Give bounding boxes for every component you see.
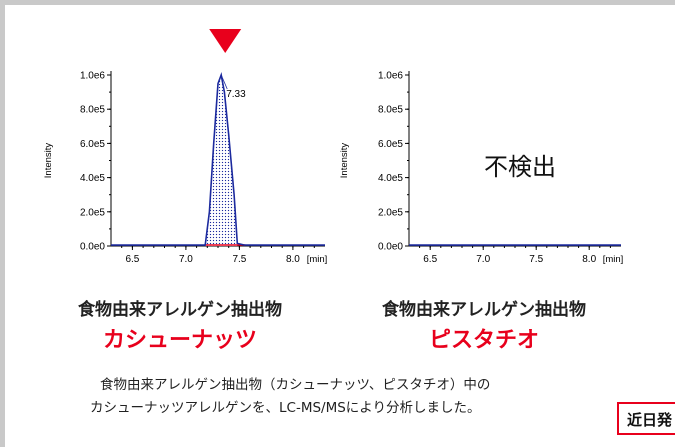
right-y-tick-label: 0.0e0 (378, 242, 403, 253)
right-y-tick-label: 1.0e6 (378, 71, 403, 82)
left-y-tick-label: 1.0e6 (80, 71, 105, 82)
right-y-tick-label: 4.0e5 (378, 173, 403, 184)
right-x-tick-label: 7.5 (529, 254, 543, 265)
left-caption-line2: カシューナッツ (102, 328, 257, 353)
right-not-detected-label: 不検出 (484, 153, 556, 181)
chromatogram-canvas: 0.0e0 2.0e5 4.0e5 6.0e5 8.0e5 1.0e6 6.5 7.0 7.5 8… (43, 29, 623, 266)
left-y-axis-label: Intensity (43, 143, 54, 179)
right-x-tick-label: 7.0 (476, 254, 490, 265)
right-y-tick-label: 2.0e5 (378, 207, 403, 218)
left-x-tick-label: 7.5 (232, 254, 246, 265)
right-y-axis-label: Intensity (339, 143, 350, 179)
right-caption-line2: ピスタチオ (428, 328, 539, 353)
right-x-tick-label: 6.5 (423, 254, 437, 265)
figure-panel: 0.0e0 2.0e5 4.0e5 6.0e5 8.0e5 1.0e6 6.5 7.0 7.5 8… (5, 5, 675, 447)
coming-soon-badge: 近日発 (617, 402, 675, 435)
right-y-tick-label: 6.0e5 (378, 139, 403, 150)
left-y-tick-label: 4.0e5 (80, 173, 105, 184)
left-x-tick-label: 6.5 (125, 254, 139, 265)
right-caption-line1: 食物由来アレルゲン抽出物 (382, 300, 586, 320)
left-x-tick-label: 7.0 (179, 254, 193, 265)
right-x-tick-label: 8.0 (582, 254, 596, 265)
right-x-axis-label: [min] (603, 254, 624, 265)
left-y-tick-label: 8.0e5 (80, 105, 105, 116)
left-peak-label: 7.33 (226, 89, 246, 100)
description-line2: カシューナッツアレルゲンを、LC-MS/MSにより分析しました。 (90, 400, 481, 416)
left-x-tick-label: 8.0 (286, 254, 300, 265)
right-y-tick-label: 8.0e5 (378, 105, 403, 116)
left-y-tick-label: 0.0e0 (80, 242, 105, 253)
right-chart: 0.0e0 2.0e5 4.0e5 6.0e5 8.0e5 1.0e6 6.5 7.0 7.5 8… (339, 71, 623, 266)
left-chart: 0.0e0 2.0e5 4.0e5 6.0e5 8.0e5 1.0e6 6.5 7.0 7.5 8… (43, 29, 327, 265)
left-y-tick-label: 2.0e5 (80, 207, 105, 218)
description-line1: 食物由来アレルゲン抽出物（カシューナッツ、ピスタチオ）中の (100, 377, 491, 393)
left-x-axis-label: [min] (307, 254, 328, 265)
left-y-tick-label: 6.0e5 (80, 139, 105, 150)
left-peak-area (205, 75, 238, 246)
left-peak-marker-icon (209, 29, 242, 53)
left-series-line (111, 72, 325, 246)
left-caption-line1: 食物由来アレルゲン抽出物 (78, 300, 282, 320)
left-peak-leader (220, 74, 228, 90)
